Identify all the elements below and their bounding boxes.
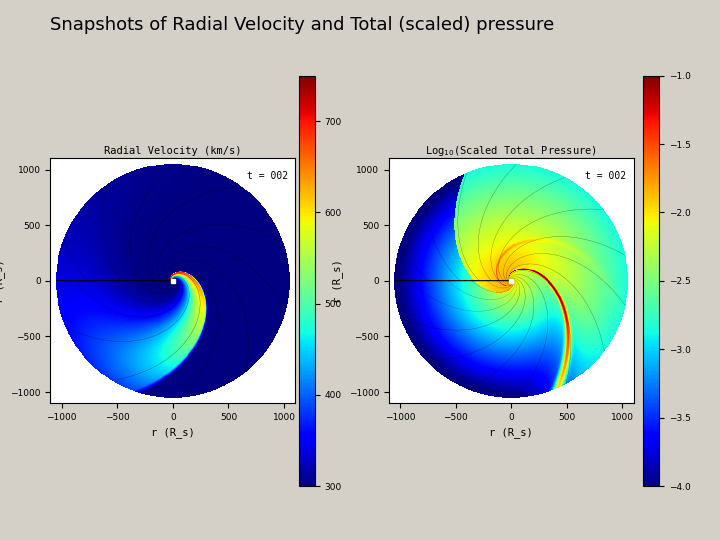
Title: Radial Velocity (km/s): Radial Velocity (km/s) [104,146,241,156]
X-axis label: r (R_s): r (R_s) [490,428,533,438]
Text: Snapshots of Radial Velocity and Total (scaled) pressure: Snapshots of Radial Velocity and Total (… [50,16,554,34]
Text: t = 002: t = 002 [247,171,288,181]
Y-axis label: r (R_s): r (R_s) [332,259,343,303]
Title: Log$_{10}$(Scaled Total Pressure): Log$_{10}$(Scaled Total Pressure) [426,144,597,158]
Y-axis label: r (R_s): r (R_s) [0,259,4,303]
X-axis label: r (R_s): r (R_s) [151,428,194,438]
Text: t = 002: t = 002 [585,171,626,181]
